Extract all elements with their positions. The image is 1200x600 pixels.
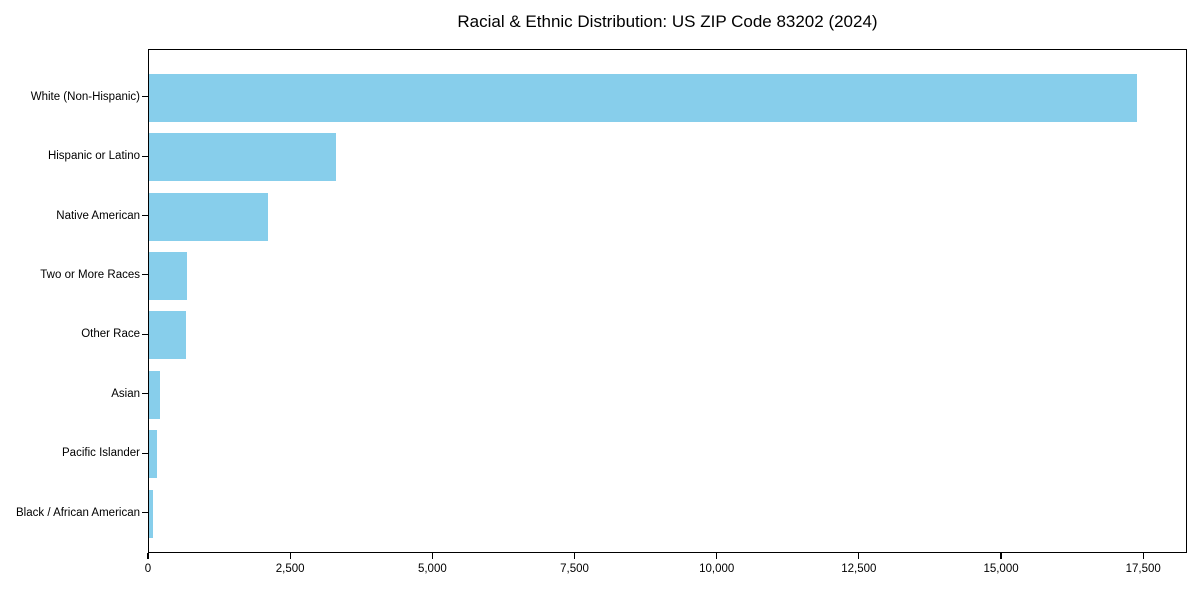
bar xyxy=(149,311,186,360)
bar xyxy=(149,133,337,182)
plot-area xyxy=(148,49,1187,553)
bar xyxy=(149,430,157,479)
bar xyxy=(149,192,269,241)
y-tick-mark xyxy=(142,214,148,217)
x-tick-mark xyxy=(1142,553,1144,559)
y-axis-label: Native American xyxy=(56,209,140,222)
y-tick-mark xyxy=(142,511,148,514)
y-axis-label: Asian xyxy=(111,387,140,400)
x-tick-label: 12,500 xyxy=(841,563,877,575)
bar xyxy=(149,73,1137,122)
bar xyxy=(149,489,154,538)
x-tick-label: 5,000 xyxy=(417,563,447,575)
y-tick-mark xyxy=(142,393,148,395)
y-axis-label: Black / African American xyxy=(16,506,140,519)
bar xyxy=(149,251,188,300)
x-tick-mark xyxy=(147,553,149,559)
x-tick-label: 0 xyxy=(144,563,152,575)
x-tick-mark xyxy=(1000,553,1002,559)
y-tick-mark xyxy=(142,333,148,335)
y-axis-label: Hispanic or Latino xyxy=(47,150,140,163)
x-tick-label: 17,500 xyxy=(1125,563,1161,575)
x-tick-mark xyxy=(716,553,718,559)
x-tick-label: 7,500 xyxy=(560,563,589,575)
chart-title: Racial & Ethnic Distribution: US ZIP Cod… xyxy=(457,12,878,31)
y-tick-mark xyxy=(142,96,148,98)
x-tick-mark xyxy=(573,553,576,559)
bar xyxy=(149,370,160,419)
y-axis-label: Pacific Islander xyxy=(62,447,140,460)
y-tick-mark xyxy=(142,155,148,157)
x-tick-mark xyxy=(289,553,291,559)
y-axis-label: Two or More Races xyxy=(40,268,140,281)
y-tick-mark xyxy=(142,452,148,454)
y-tick-mark xyxy=(142,274,148,276)
x-tick-label: 10,000 xyxy=(699,563,735,575)
x-tick-mark xyxy=(858,553,860,559)
x-tick-label: 15,000 xyxy=(983,563,1019,575)
y-axis-label: White (Non-Hispanic) xyxy=(30,90,140,103)
x-tick-label: 2,500 xyxy=(275,563,305,575)
x-tick-mark xyxy=(431,553,433,559)
y-axis-label: Other Race xyxy=(81,328,140,341)
